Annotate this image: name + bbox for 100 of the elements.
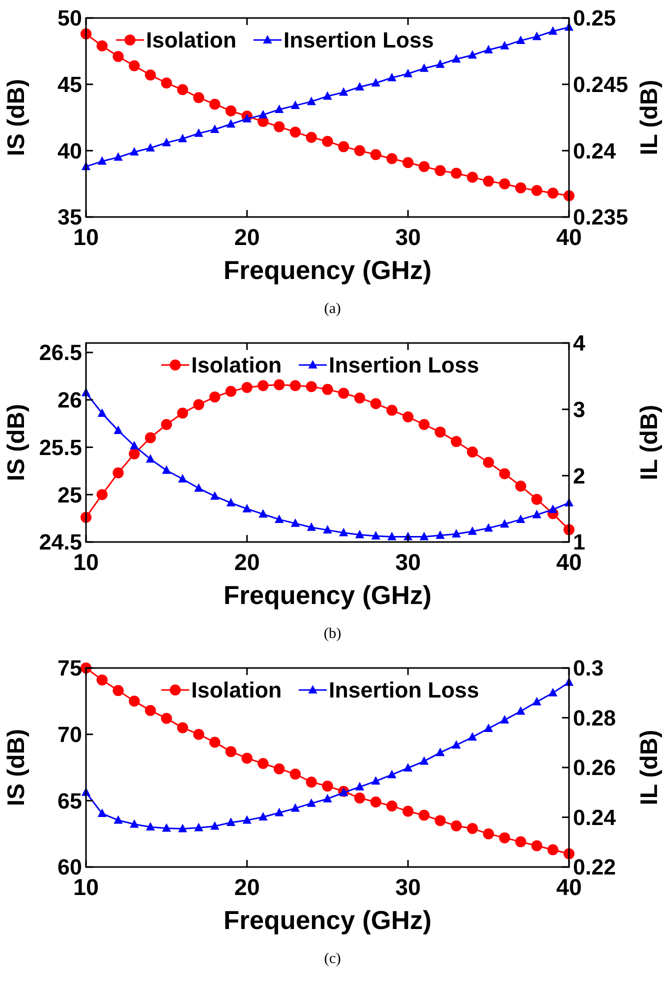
- point: [386, 800, 398, 812]
- point: [194, 822, 204, 832]
- point: [484, 44, 493, 54]
- point: [515, 182, 526, 194]
- point: [548, 26, 558, 35]
- point: [402, 157, 414, 168]
- point: [290, 803, 300, 812]
- point: [177, 84, 188, 96]
- point: [162, 465, 171, 474]
- point: [225, 746, 236, 758]
- y2-tick-label: 4: [573, 330, 586, 356]
- legend-label: Isolation: [191, 678, 282, 703]
- point: [306, 96, 316, 106]
- point: [210, 124, 220, 133]
- point: [500, 40, 510, 50]
- point: [532, 32, 542, 40]
- legend-label: Isolation: [191, 352, 282, 378]
- point: [114, 152, 123, 161]
- point: [96, 674, 108, 686]
- y-tick-label: 25.5: [39, 434, 82, 460]
- point: [274, 104, 284, 114]
- point: [98, 156, 107, 165]
- point: [226, 498, 236, 506]
- point: [225, 105, 236, 116]
- x-axis-title: Frequency (GHz): [223, 905, 432, 935]
- x-tick-label: 20: [234, 549, 260, 575]
- point: [370, 796, 382, 808]
- point: [162, 823, 171, 832]
- point: [354, 145, 366, 156]
- point: [418, 418, 430, 430]
- point: [242, 752, 252, 764]
- point: [434, 165, 446, 176]
- point: [194, 128, 204, 137]
- point: [178, 474, 188, 482]
- point: [466, 172, 478, 183]
- point: [434, 815, 446, 826]
- point: [290, 100, 300, 110]
- point: [290, 518, 300, 527]
- point: [436, 59, 445, 68]
- point: [338, 141, 350, 152]
- point: [354, 792, 366, 804]
- point: [306, 132, 317, 143]
- point: [130, 440, 139, 450]
- point: [323, 91, 332, 100]
- text: (b): [324, 626, 342, 642]
- point: [547, 188, 558, 199]
- y-tick-label: 26.5: [39, 340, 82, 366]
- point: [178, 134, 188, 142]
- y-tick-label: 70: [58, 722, 82, 748]
- point: [161, 78, 172, 89]
- point: [371, 531, 380, 540]
- point: [161, 418, 172, 430]
- y-tick-label: 26: [58, 388, 82, 413]
- point: [114, 815, 123, 824]
- point: [452, 529, 461, 538]
- point: [386, 404, 398, 416]
- x-axis-title: Frequency (GHz): [223, 580, 432, 610]
- point: [436, 748, 445, 756]
- point: [516, 514, 526, 523]
- point: [146, 454, 155, 463]
- point: [516, 706, 526, 715]
- point: [209, 736, 220, 748]
- point: [290, 380, 301, 392]
- point: [274, 808, 284, 816]
- point: [98, 808, 107, 818]
- y2-tick-label: 0.24: [573, 138, 617, 164]
- y-axis-title: IS (dB): [3, 404, 30, 482]
- point: [242, 815, 252, 824]
- point: [306, 798, 316, 807]
- legend-label: Insertion Loss: [328, 352, 480, 378]
- point: [194, 483, 204, 492]
- point: [452, 740, 461, 749]
- point: [418, 161, 430, 172]
- point: [450, 820, 462, 832]
- point: [436, 530, 445, 539]
- point: [209, 98, 220, 110]
- point: [306, 776, 317, 788]
- point: [258, 758, 269, 770]
- x-tick-label: 30: [395, 874, 421, 900]
- point: [355, 782, 364, 790]
- y-axis-title: IS (dB): [3, 78, 30, 156]
- x-axis-title: Frequency (GHz): [223, 255, 432, 285]
- point: [420, 63, 429, 72]
- point: [323, 525, 332, 534]
- point: [499, 178, 510, 190]
- point: [370, 398, 382, 410]
- point: [532, 510, 542, 518]
- point: [515, 480, 526, 492]
- y-tick-label: 40: [58, 138, 82, 164]
- y2-tick-label: 0.24: [573, 804, 617, 830]
- point: [242, 114, 252, 122]
- point: [483, 456, 494, 468]
- point: [354, 392, 366, 404]
- point: [209, 392, 220, 403]
- text: (a): [324, 301, 341, 317]
- point: [306, 381, 317, 392]
- point: [466, 823, 478, 834]
- point: [402, 411, 414, 422]
- y-tick-label: 75: [58, 656, 82, 681]
- point: [420, 756, 429, 765]
